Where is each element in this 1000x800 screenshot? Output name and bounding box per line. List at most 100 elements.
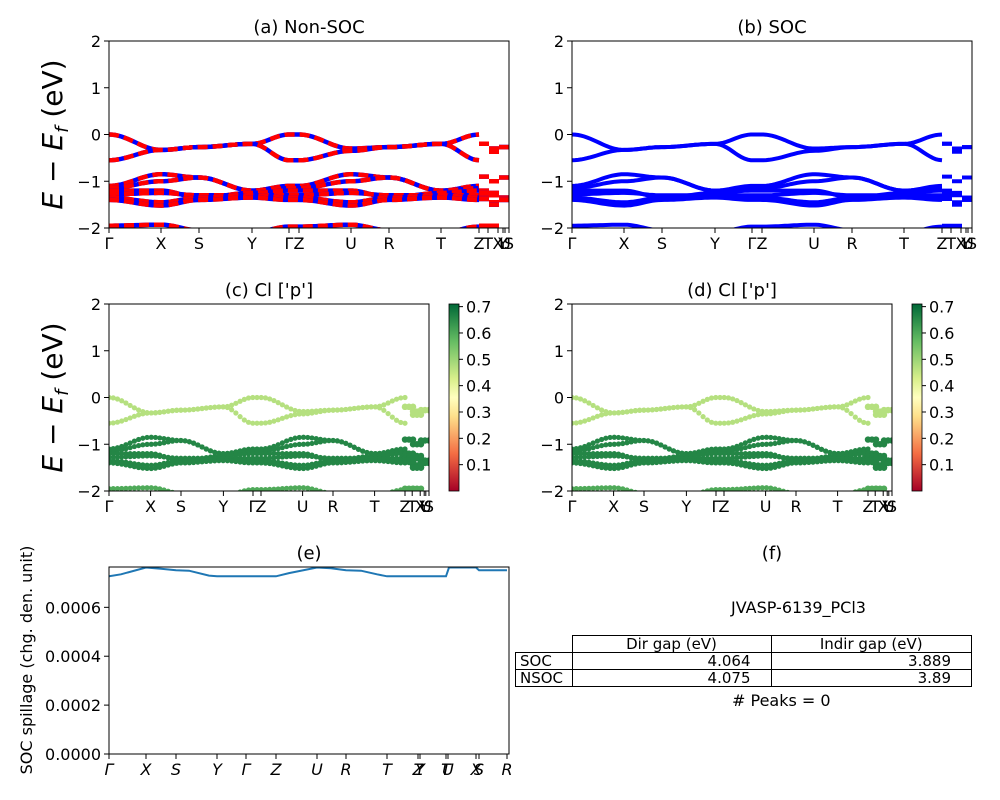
band-point <box>322 438 328 444</box>
band-point <box>751 485 757 491</box>
band-point <box>241 417 247 423</box>
band-point <box>768 485 774 491</box>
band-point <box>594 438 600 444</box>
band-point <box>666 458 672 465</box>
band-point <box>632 461 639 467</box>
band-point <box>814 405 820 412</box>
energy-axis-labels: E − Ef (eV) E − Ef (eV) <box>36 59 73 472</box>
band-point <box>377 405 383 411</box>
band-point <box>670 448 677 454</box>
band-point <box>704 417 710 423</box>
band-point <box>599 453 605 459</box>
y-tick-label: −1 <box>540 172 564 191</box>
band-point <box>692 407 698 413</box>
band-point <box>114 419 121 425</box>
colorbar-tick-label: 0.3 <box>929 403 954 422</box>
band-point <box>679 458 685 464</box>
band-point <box>615 434 622 441</box>
x-tick-label: X <box>956 234 967 253</box>
band-point <box>317 408 324 415</box>
energy-axis-label: E − Ef (eV) <box>36 322 73 472</box>
band-point <box>199 405 205 412</box>
band-point <box>169 455 176 461</box>
band-point <box>804 490 805 491</box>
band-point <box>279 463 285 469</box>
band-point <box>603 411 609 417</box>
band-point <box>611 485 617 491</box>
band-point <box>347 492 352 497</box>
band-point <box>229 458 235 464</box>
y-tick-label: −2 <box>77 219 101 238</box>
band-point <box>364 458 370 464</box>
band-point <box>888 437 892 444</box>
band-point <box>717 460 723 466</box>
y-tick-label: 1 <box>554 342 564 361</box>
x-tick-label: Γ <box>242 760 252 779</box>
band-point <box>165 408 171 414</box>
x-tick-label: R <box>790 497 801 516</box>
band-point <box>127 463 133 469</box>
band-point <box>271 486 277 491</box>
band-point <box>157 435 163 441</box>
band-point <box>317 439 324 445</box>
band-point <box>704 396 710 402</box>
band-point <box>178 460 184 466</box>
band-point <box>186 460 192 466</box>
band-point <box>360 404 366 411</box>
table-header-row: Dir gap (eV) Indir gap (eV) <box>516 635 972 653</box>
band-point <box>620 440 626 447</box>
band-point <box>603 435 609 441</box>
band-point <box>852 459 858 465</box>
band-point <box>615 465 622 471</box>
band-point <box>148 434 154 440</box>
band-point <box>573 451 579 457</box>
band-point <box>309 435 315 441</box>
band-point <box>275 486 281 491</box>
band-point <box>734 418 740 424</box>
x-tick-label: Γ <box>568 497 577 516</box>
band-point <box>747 414 753 420</box>
band-point <box>742 486 748 491</box>
band-point <box>607 441 613 447</box>
band-point <box>577 451 584 457</box>
band-point <box>284 485 290 491</box>
band-point <box>590 454 596 460</box>
band-point <box>603 465 609 471</box>
x-tick-label: S <box>194 234 204 253</box>
band-point <box>856 417 863 423</box>
band-point <box>747 454 753 460</box>
band-point <box>119 398 125 404</box>
band-point <box>140 485 146 491</box>
band-point <box>292 465 298 471</box>
colorbar-tick-label: 0.6 <box>929 324 954 343</box>
band-point <box>599 436 605 443</box>
band-point <box>666 405 672 411</box>
plot-area <box>109 132 509 228</box>
x-tick-label: Y <box>212 760 223 779</box>
band-point <box>170 489 175 491</box>
band-point <box>313 409 319 415</box>
x-tick-label: Y <box>418 497 429 516</box>
band-point <box>425 437 429 444</box>
band-point <box>797 407 803 413</box>
band-point <box>245 419 252 425</box>
band-point <box>119 418 125 424</box>
band-point <box>254 394 260 401</box>
band-point <box>611 453 617 459</box>
band-point <box>852 414 858 420</box>
band-point <box>755 465 761 471</box>
band-point <box>738 454 744 461</box>
band-point <box>114 396 121 402</box>
band-point <box>815 492 820 497</box>
band-point <box>262 486 269 491</box>
band-point <box>355 446 362 452</box>
band-point <box>140 411 146 417</box>
band-point <box>647 490 650 491</box>
band-point <box>152 441 159 447</box>
band-point <box>241 488 247 491</box>
band-point <box>288 442 294 449</box>
band-point <box>734 461 740 467</box>
plot-area <box>572 132 972 228</box>
band-point <box>768 441 774 447</box>
